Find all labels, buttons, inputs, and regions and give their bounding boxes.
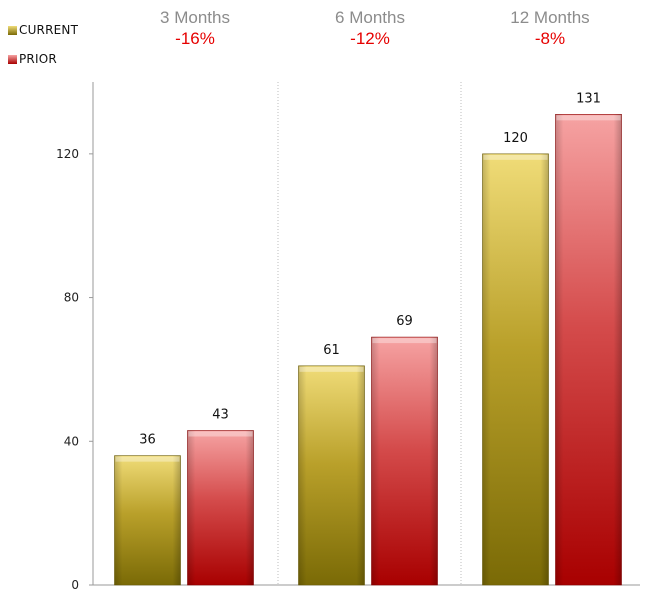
bar-value-label: 69 (396, 314, 413, 329)
bar-shading (371, 337, 438, 585)
bar-shading (298, 365, 365, 585)
axis-layer: 0 40 80 120 (56, 82, 640, 592)
y-tick-label: 40 (64, 434, 79, 448)
group-header-12-months: 12 Months -8% (470, 8, 630, 49)
group-header-6-months: 6 Months -12% (290, 8, 450, 49)
group-change: -8% (534, 29, 566, 48)
bar-shading (555, 114, 622, 585)
legend-item-current: CURRENT (8, 22, 78, 38)
bar-shading (114, 455, 181, 585)
bar-value-label: 120 (503, 131, 528, 146)
group-change: -16% (175, 29, 215, 48)
bar-shading (482, 153, 549, 585)
bar-value-label: 61 (323, 343, 340, 358)
legend-item-prior: PRIOR (8, 51, 78, 67)
bar-value-label: 131 (576, 91, 601, 106)
legend-swatch-current (8, 25, 17, 35)
group-title: 6 Months (335, 8, 405, 27)
legend-label-current: CURRENT (19, 23, 79, 37)
group-title: 3 Months (160, 8, 230, 27)
y-tick-label: 80 (64, 291, 79, 305)
chart-legend: CURRENT PRIOR (8, 22, 78, 80)
legend-label-prior: PRIOR (19, 52, 57, 66)
bar-highlight (483, 154, 548, 160)
group-header-3-months: 3 Months -16% (115, 8, 275, 49)
y-tick-label: 0 (71, 578, 79, 592)
bar-value-label: 36 (139, 433, 156, 448)
label-layer: 36 43 61 69 120 131 (139, 91, 601, 447)
group-title: 12 Months (510, 8, 590, 27)
y-tick-label: 120 (56, 147, 79, 161)
bar-highlight (372, 338, 437, 344)
bar-layer (114, 114, 622, 586)
group-change: -12% (350, 29, 390, 48)
legend-swatch-prior (8, 54, 17, 64)
bar-highlight (115, 456, 180, 462)
bar-value-label: 43 (212, 408, 229, 423)
bar-highlight (556, 115, 621, 121)
bar-shading (187, 430, 254, 585)
bar-highlight (188, 431, 253, 437)
bar-highlight (299, 366, 364, 372)
